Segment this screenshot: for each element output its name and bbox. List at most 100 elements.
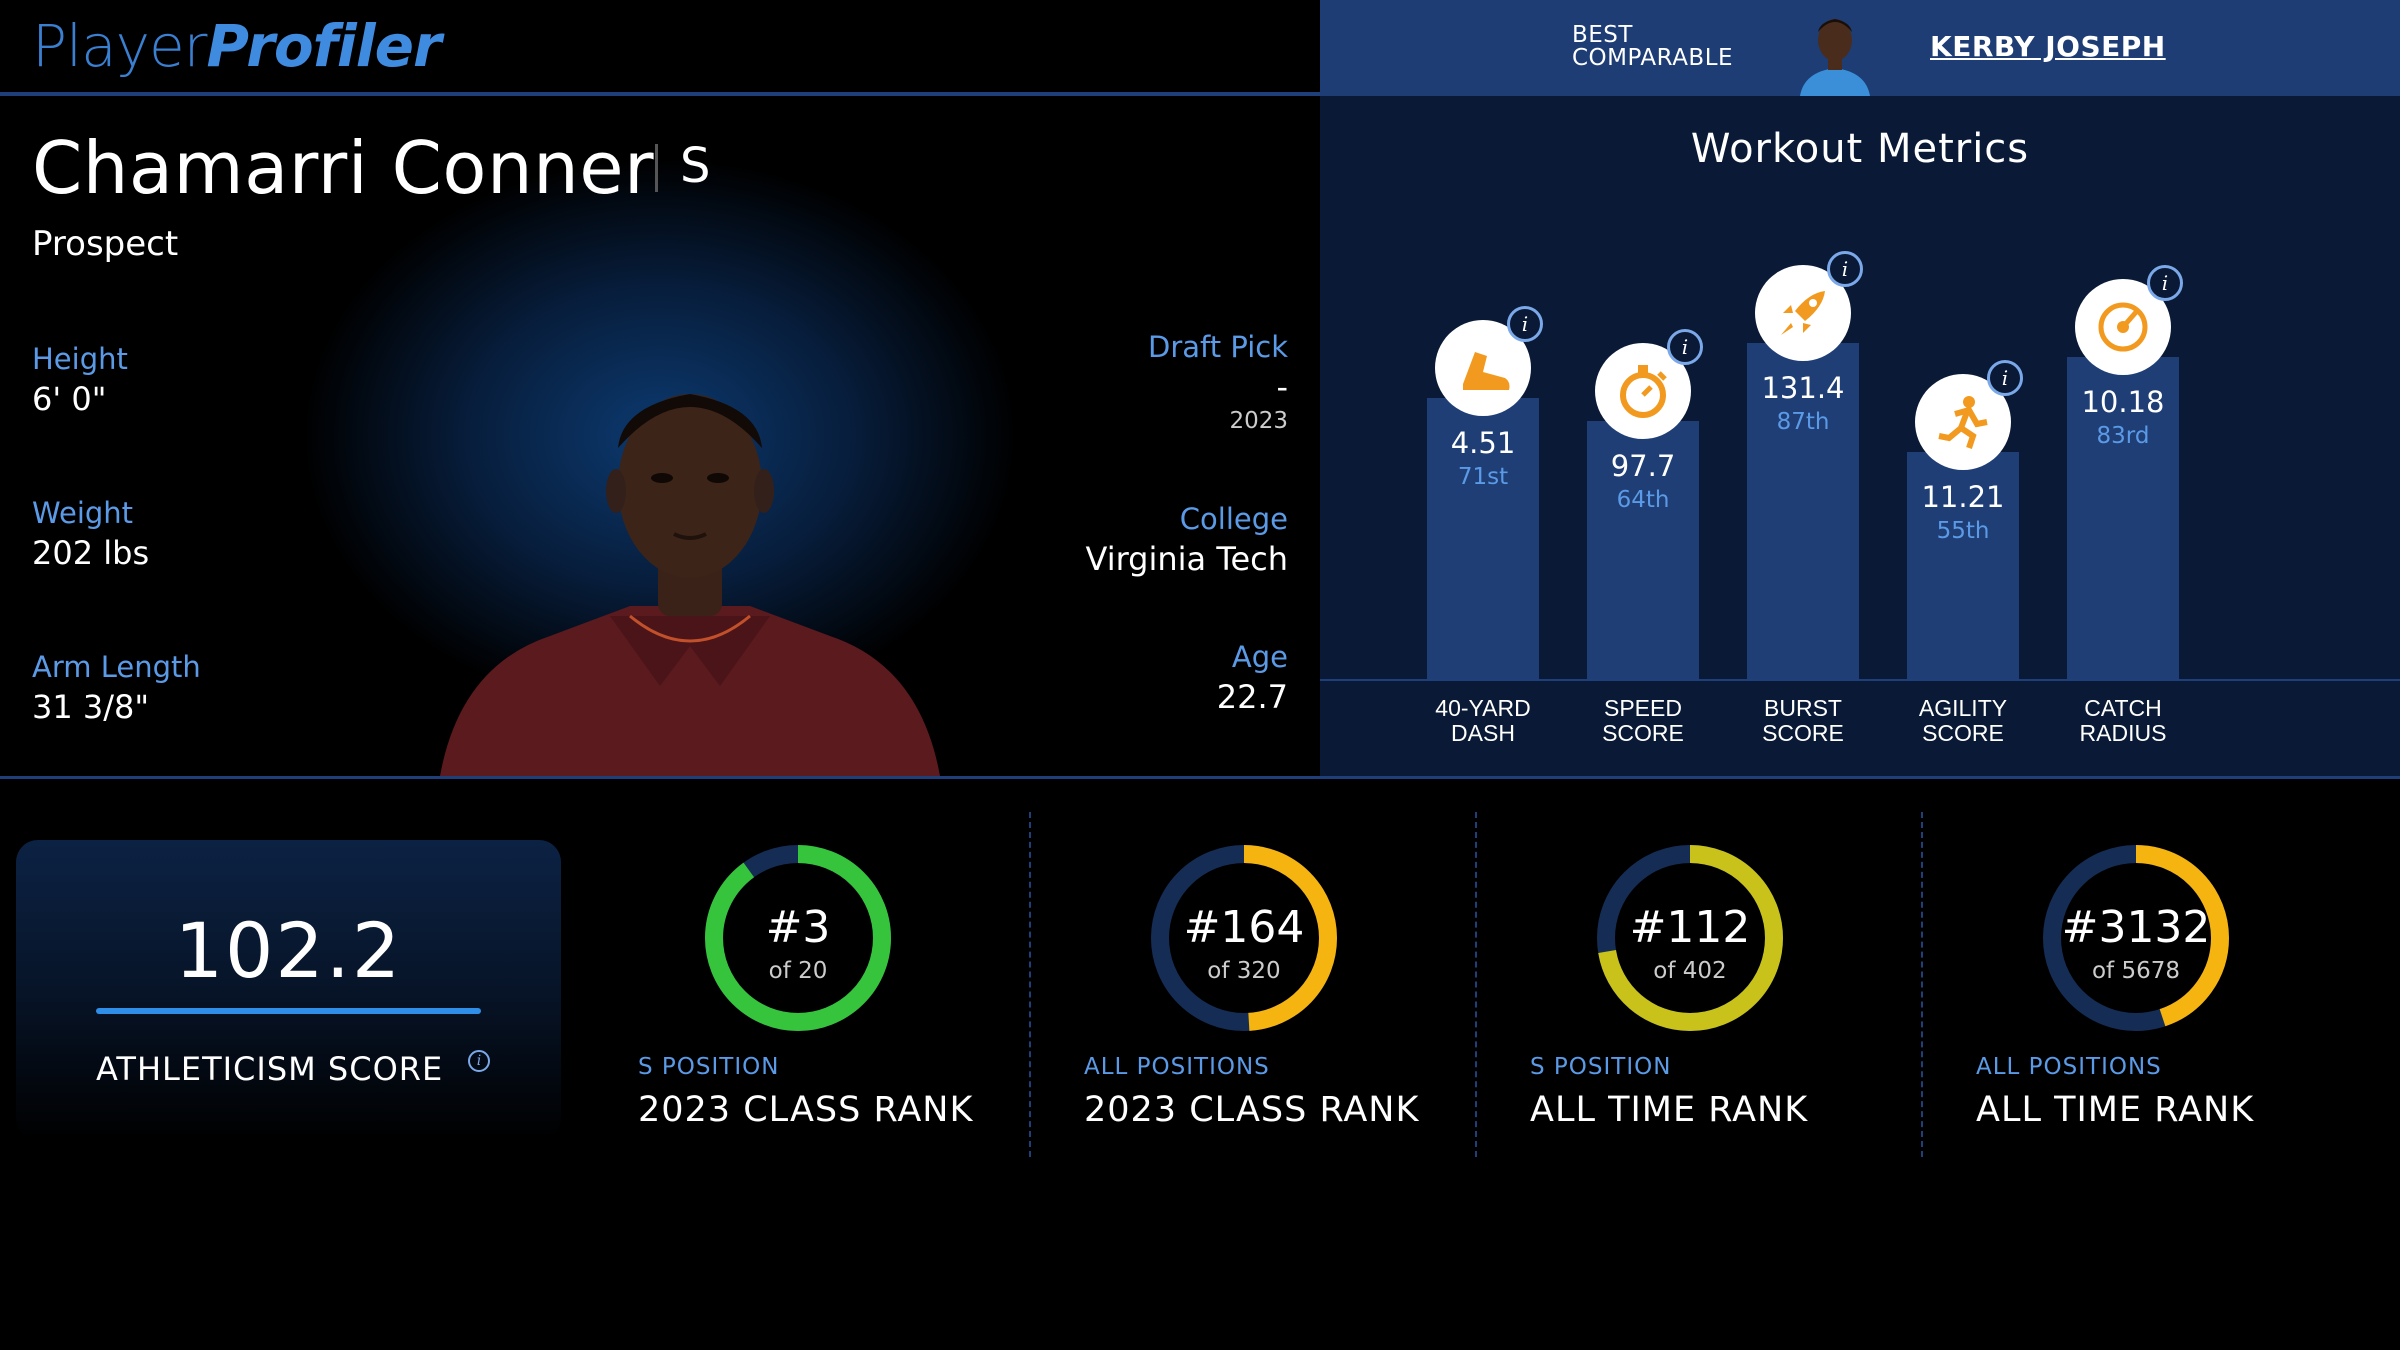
rank-block: #164 of 320 ALL POSITIONS 2023 CLASS RANK [1066, 840, 1506, 1160]
metric-value: 10.18 [2081, 385, 2165, 419]
player-name: Chamarri Conner [32, 126, 655, 210]
weight-value: 202 lbs [32, 534, 150, 572]
rank-block: #3132 of 5678 ALL POSITIONS ALL TIME RANK [1958, 840, 2398, 1160]
metric-info-icon[interactable]: i [2147, 265, 2183, 301]
metric-value: 11.21 [1921, 480, 2005, 514]
metric-label-line2: SCORE [1602, 720, 1684, 746]
height-label: Height [32, 342, 128, 376]
metric-label-line2: DASH [1451, 720, 1515, 746]
metric-label: SPEED SCORE [1563, 696, 1723, 746]
metric-label-line1: BURST [1764, 695, 1842, 721]
rank-category: S POSITION [638, 1054, 780, 1080]
metric-bar [1587, 421, 1699, 679]
metric-percentile: 87th [1776, 409, 1830, 435]
rank-number: #3132 [2061, 902, 2211, 953]
rank-total: of 5678 [2091, 958, 2180, 984]
metric-label: 40-YARD DASH [1403, 696, 1563, 746]
weight-label: Weight [32, 496, 134, 530]
player-status: Prospect [32, 224, 179, 264]
metric-value: 131.4 [1761, 371, 1845, 405]
stopwatch-icon [1595, 343, 1691, 439]
college-value: Virginia Tech [1085, 540, 1289, 578]
metric-label-line1: SPEED [1604, 695, 1682, 721]
athleticism-score-card: 102.2 ATHLETICISM SCORE i [16, 840, 561, 1140]
rank-separator [1029, 812, 1031, 1157]
metric-label-line2: SCORE [1922, 720, 2004, 746]
metric-label-line1: CATCH [2084, 695, 2162, 721]
metric-label: BURST SCORE [1723, 696, 1883, 746]
player-photo [430, 366, 950, 776]
best-comparable-label-line1: BEST [1572, 22, 1633, 48]
rank-ring [700, 840, 896, 1036]
metric-label-line1: 40-YARD [1435, 695, 1531, 721]
brand-logo[interactable]: PlayerProfiler [32, 12, 442, 80]
metric-info-icon[interactable]: i [1667, 329, 1703, 365]
rank-total: of 20 [768, 958, 828, 984]
college-label: College [1179, 502, 1288, 536]
metric-percentile: 83rd [2096, 423, 2150, 449]
draft-pick-value: - [1276, 368, 1288, 406]
workout-metrics-panel: Workout Metrics i 4.51 71st 40-YARD DASH i 97.… [1320, 96, 2400, 776]
rank-ring [1592, 840, 1788, 1036]
player-panel: Chamarri Conner S Prospect Height 6' 0" … [0, 96, 1320, 776]
rank-number: #164 [1183, 902, 1305, 953]
rank-title: ALL TIME RANK [1976, 1090, 2255, 1130]
rank-separator [1921, 812, 1923, 1157]
header-bar: PlayerProfiler [0, 0, 1320, 96]
metric-bar [1747, 343, 1859, 679]
best-comparable-label-line2: COMPARABLE [1572, 45, 1734, 71]
metric-bar [1427, 398, 1539, 679]
rank-number: #3 [765, 902, 831, 953]
metric-label-line1: AGILITY [1918, 695, 2008, 721]
athleticism-score-value: 102.2 [174, 906, 403, 995]
metric-info-icon[interactable]: i [1507, 306, 1543, 342]
rank-title: ALL TIME RANK [1530, 1090, 1809, 1130]
metric-label: CATCH RADIUS [2043, 696, 2203, 746]
brand-part2: Profiler [206, 12, 442, 80]
player-position: S [680, 138, 711, 194]
metric-label-line2: SCORE [1762, 720, 1844, 746]
athleticism-score-bar [96, 1008, 481, 1014]
height-value: 6' 0" [32, 380, 107, 418]
brand-part1: Player [32, 12, 207, 80]
metrics-baseline [1320, 679, 2400, 681]
arm-length-value: 31 3/8" [32, 688, 150, 726]
rank-ring [2038, 840, 2234, 1036]
metric-percentile: 71st [1457, 464, 1509, 490]
workout-metrics-title: Workout Metrics [1690, 126, 2030, 172]
rank-block: #3 of 20 S POSITION 2023 CLASS RANK [620, 840, 1060, 1160]
rank-category: ALL POSITIONS [1976, 1054, 2162, 1080]
age-label: Age [1231, 640, 1288, 674]
metric-percentile: 64th [1616, 487, 1670, 513]
draft-pick-label: Draft Pick [1148, 330, 1288, 364]
draft-year: 2023 [1229, 408, 1288, 434]
athleticism-score-label: ATHLETICISM SCORE [96, 1050, 444, 1088]
arm-length-label: Arm Length [32, 650, 201, 684]
rank-ring [1146, 840, 1342, 1036]
rank-number: #112 [1629, 902, 1751, 953]
metric-bar [2067, 357, 2179, 679]
comparable-player-link[interactable]: KERBY JOSEPH [1930, 30, 2166, 63]
position-separator [655, 144, 658, 192]
metric-value: 4.51 [1450, 426, 1516, 460]
rank-title: 2023 CLASS RANK [638, 1090, 974, 1130]
rank-category: ALL POSITIONS [1084, 1054, 1270, 1080]
section-divider [0, 776, 2400, 779]
metric-label: AGILITY SCORE [1883, 696, 2043, 746]
rank-title: 2023 CLASS RANK [1084, 1090, 1420, 1130]
rank-separator [1475, 812, 1477, 1157]
age-value: 22.7 [1216, 678, 1288, 716]
best-comparable-bar: BEST COMPARABLE KERBY JOSEPH [1320, 0, 2400, 96]
athleticism-info-icon[interactable]: i [468, 1050, 490, 1072]
metric-label-line2: RADIUS [2079, 720, 2167, 746]
rank-total: of 402 [1653, 958, 1727, 984]
metric-value: 97.7 [1610, 449, 1676, 483]
metric-percentile: 55th [1936, 518, 1990, 544]
rank-category: S POSITION [1530, 1054, 1672, 1080]
metric-bar [1907, 452, 2019, 679]
rank-total: of 320 [1207, 958, 1281, 984]
metric-info-icon[interactable]: i [1827, 251, 1863, 287]
best-comparable-label: BEST COMPARABLE [1572, 24, 1733, 70]
metric-info-icon[interactable]: i [1987, 360, 2023, 396]
comparable-avatar [1790, 6, 1880, 96]
